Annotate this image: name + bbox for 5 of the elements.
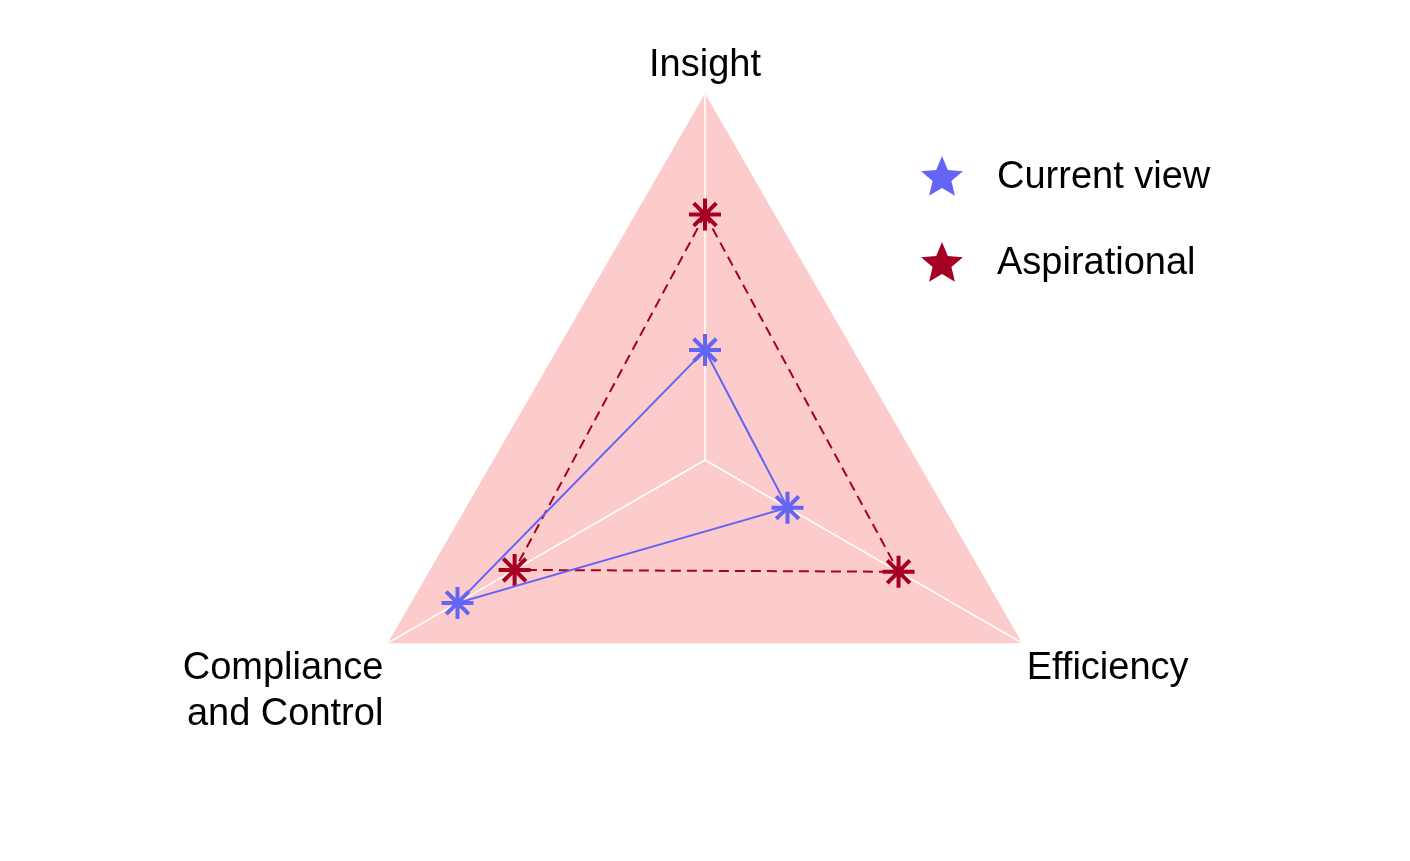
spoke-label: Insight [649,42,762,85]
spoke-label: Efficiency [1026,644,1189,687]
spoke-label: Compliance and Control [182,644,384,733]
legend-label: Current view [997,154,1211,197]
legend-label: Aspirational [997,240,1196,283]
